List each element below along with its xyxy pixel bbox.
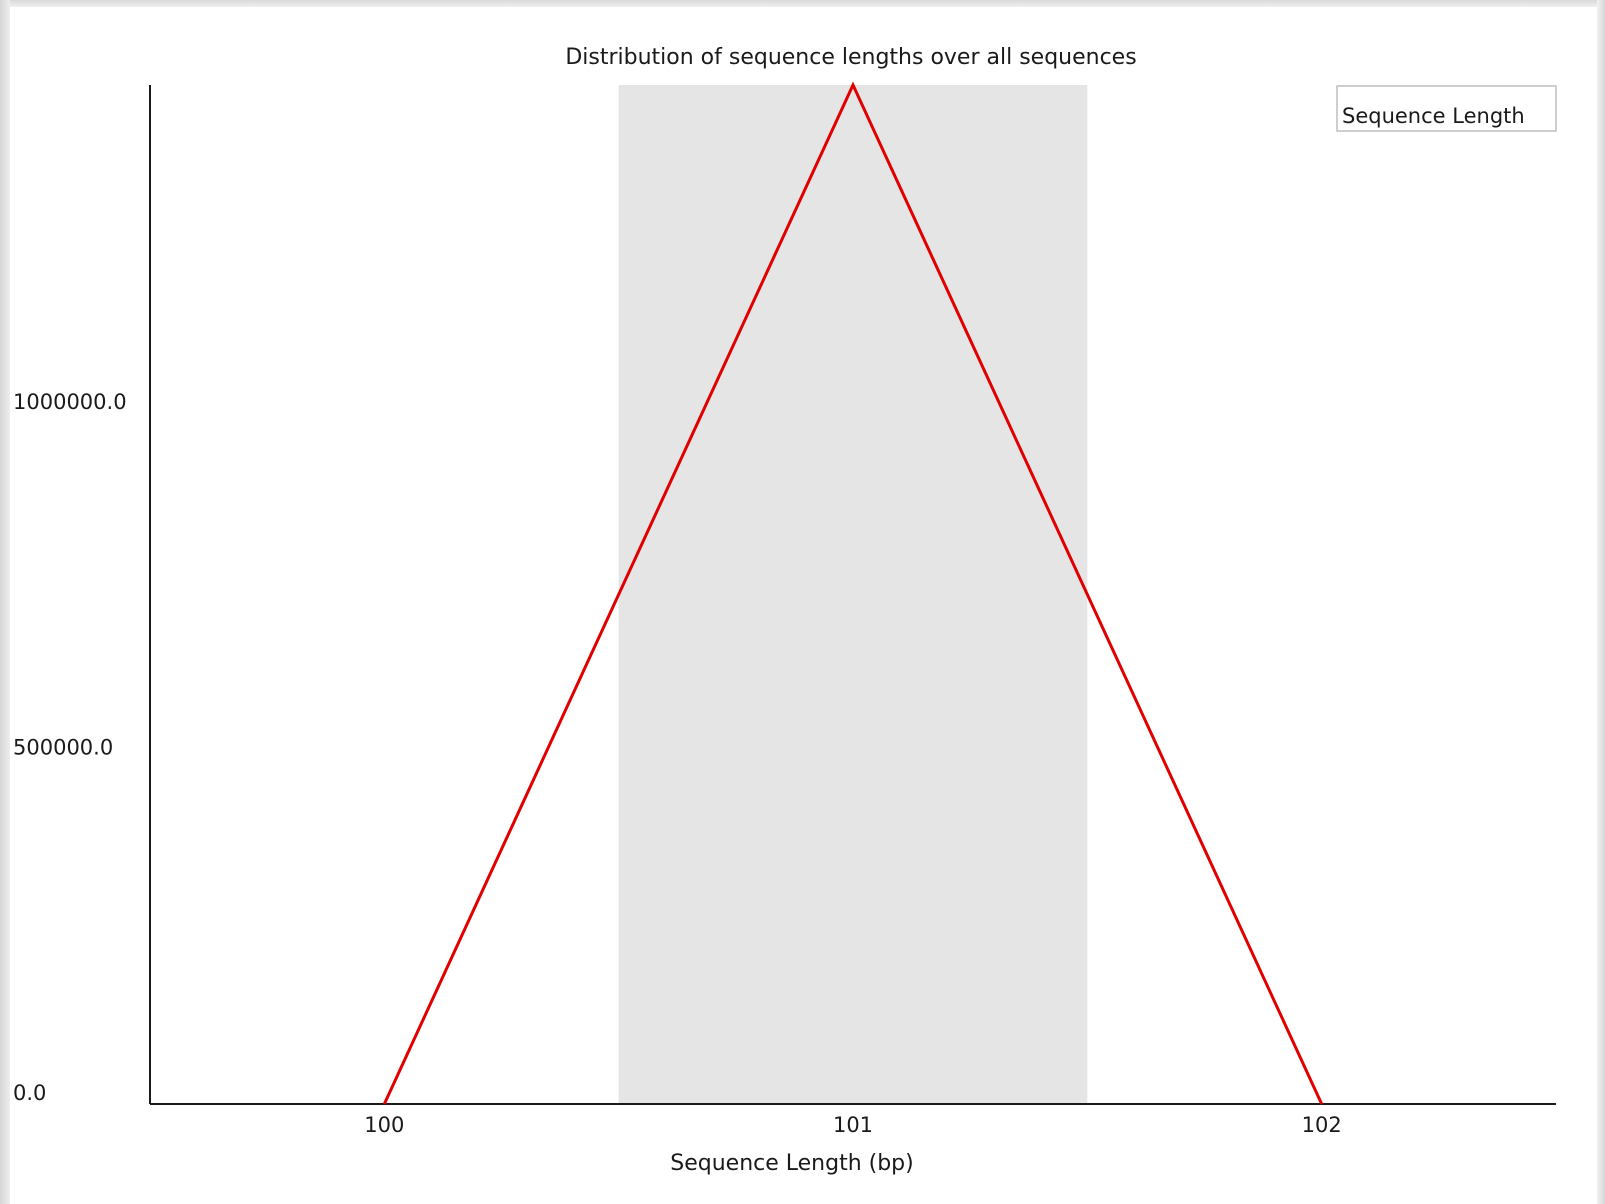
x-tick-label: 101 <box>833 1113 873 1137</box>
legend-box <box>1336 85 1557 132</box>
window-edge-top <box>0 0 1605 7</box>
band-layer <box>618 85 1088 1104</box>
x-tick-label: 100 <box>364 1113 404 1137</box>
highlight-band <box>618 85 1088 1104</box>
legend-entry-sequence-length: Sequence Length <box>1342 104 1525 128</box>
y-tick-labels: 0.0 500000.0 1000000.0 <box>13 390 127 1105</box>
series-line-sequence-length <box>382 81 1324 1105</box>
x-tick-label: 102 <box>1302 1113 1342 1137</box>
y-tick-label: 1000000.0 <box>13 390 127 414</box>
chart-title: Distribution of sequence lengths over al… <box>565 45 1136 70</box>
y-tick-label: 500000.0 <box>13 736 113 760</box>
x-tick-labels: 100 101 102 <box>364 1113 1341 1137</box>
y-tick-label: 0.0 <box>13 1081 46 1105</box>
window-edge-right <box>1597 0 1605 1204</box>
x-axis-label: Sequence Length (bp) <box>670 1151 913 1176</box>
legend: Sequence Length <box>1336 85 1557 132</box>
series-layer <box>382 81 1324 1105</box>
window-edge-left <box>0 0 10 1204</box>
